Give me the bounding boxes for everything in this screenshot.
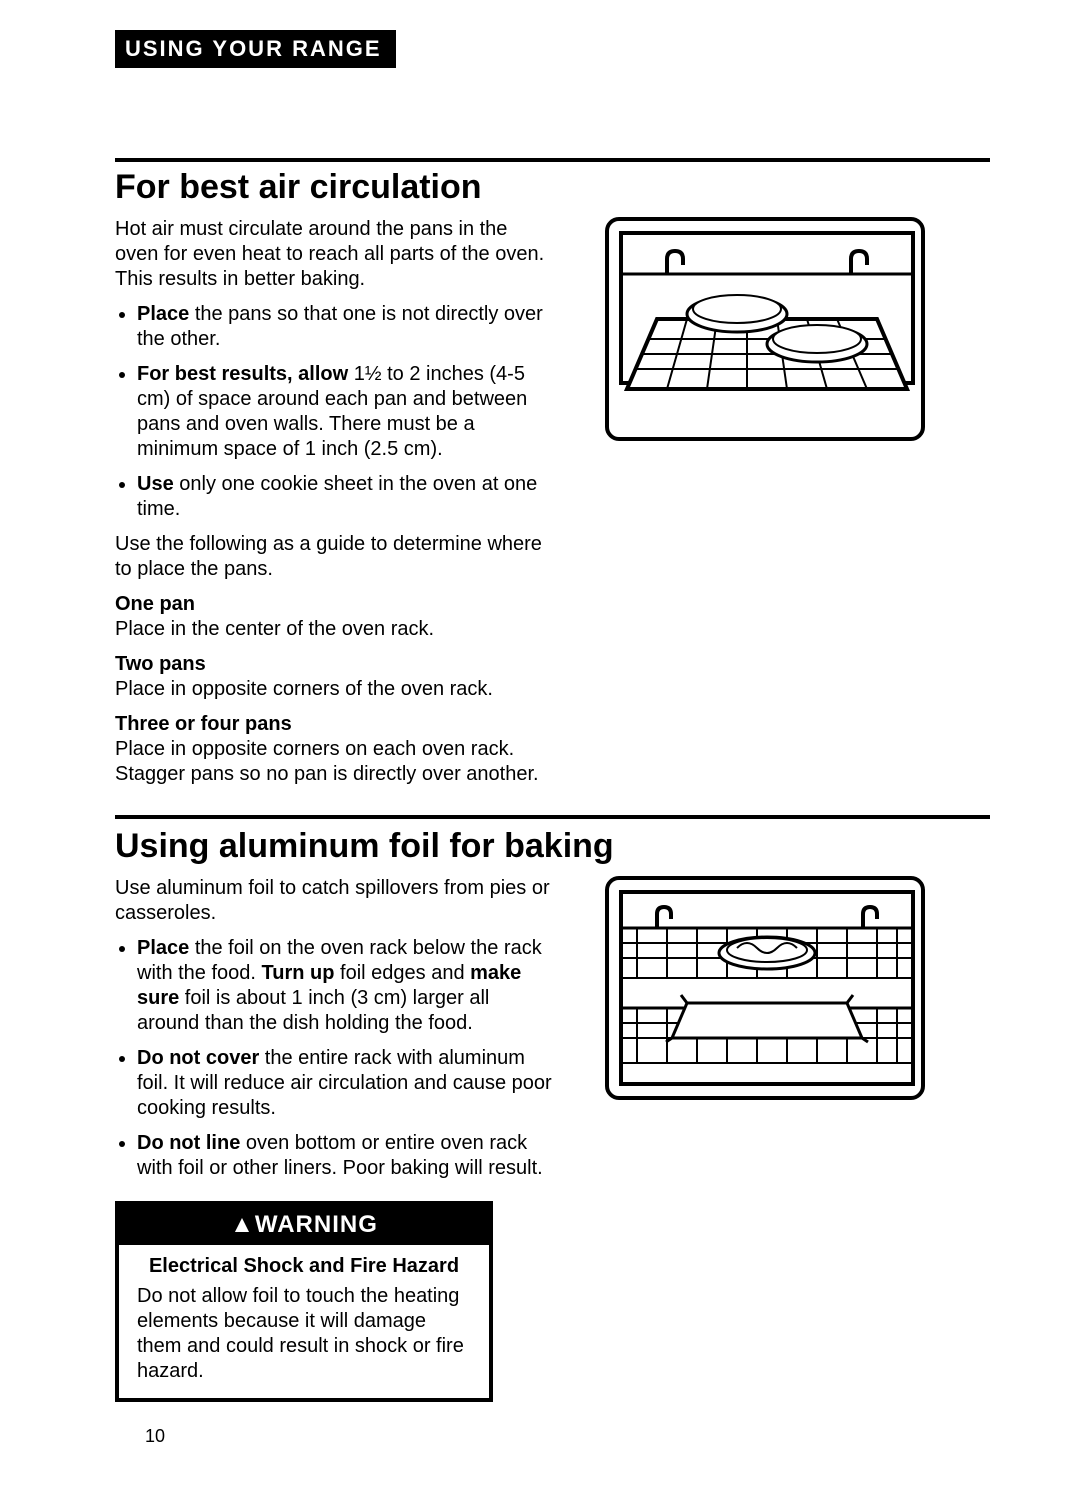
group-text: Place in opposite corners on each oven r… [115, 738, 539, 785]
group-title: Two pans [115, 653, 206, 675]
section-tag: USING YOUR RANGE [115, 30, 396, 68]
group-title: One pan [115, 593, 195, 615]
section2-title: Using aluminum foil for baking [115, 827, 990, 866]
bullet-lead: For best results, allow [137, 363, 348, 385]
section1-bullets: Place the pans so that one is not direct… [115, 302, 555, 522]
bullet: Do not line oven bottom or entire oven r… [137, 1131, 555, 1181]
section2-bullets: Place the foil on the oven rack below th… [115, 936, 555, 1181]
bullet: Place the foil on the oven rack below th… [137, 936, 555, 1036]
bullet: Use only one cookie sheet in the oven at… [137, 472, 555, 522]
rule-mid [115, 815, 990, 819]
warning-text: Do not allow foil to touch the heating e… [137, 1284, 471, 1384]
warning-triangle-icon: ▲ [230, 1211, 255, 1238]
rule-top [115, 158, 990, 162]
bullet-lead: Place [137, 303, 189, 325]
group-text: Place in the center of the oven rack. [115, 618, 434, 640]
guide-intro: Use the following as a guide to determin… [115, 532, 555, 582]
bullet: Do not cover the entire rack with alumin… [137, 1046, 555, 1121]
group-title: Three or four pans [115, 713, 292, 735]
figure-oven-pans [605, 217, 925, 441]
group: Three or four pans Place in opposite cor… [115, 712, 555, 787]
bullet-rest: only one cookie sheet in the oven at one… [137, 473, 537, 520]
section1-title: For best air circulation [115, 168, 990, 207]
page-number: 10 [145, 1426, 990, 1447]
section2-intro: Use aluminum foil to catch spillovers fr… [115, 876, 555, 926]
group: One pan Place in the center of the oven … [115, 592, 555, 642]
section1-intro: Hot air must circulate around the pans i… [115, 217, 555, 292]
bullet-lead: Use [137, 473, 174, 495]
group: Two pans Place in opposite corners of th… [115, 652, 555, 702]
bullet: Place the pans so that one is not direct… [137, 302, 555, 352]
bullet-rest: the pans so that one is not directly ove… [137, 303, 543, 350]
warning-box: ▲WARNING Electrical Shock and Fire Hazar… [115, 1201, 493, 1402]
figure-oven-foil [605, 876, 925, 1100]
warning-head-text: WARNING [255, 1211, 378, 1238]
bullet: For best results, allow 1½ to 2 inches (… [137, 362, 555, 462]
warning-head: ▲WARNING [119, 1205, 489, 1245]
warning-sub: Electrical Shock and Fire Hazard [137, 1255, 471, 1278]
group-text: Place in opposite corners of the oven ra… [115, 678, 493, 700]
